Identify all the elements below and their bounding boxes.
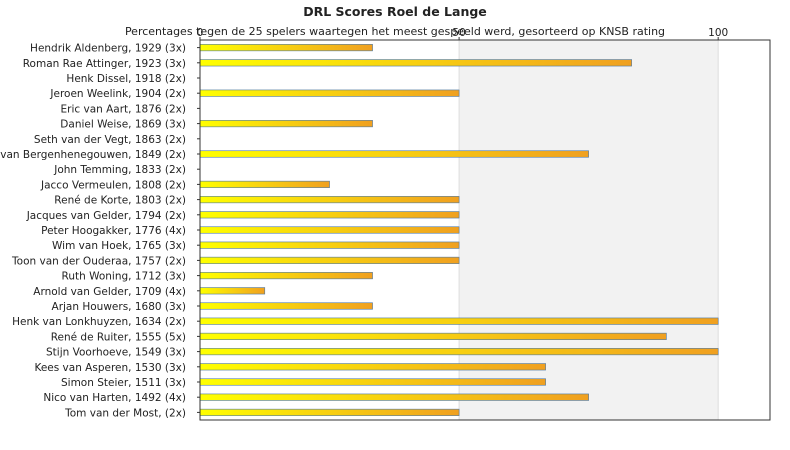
- bar: [199, 226, 460, 234]
- bar: [199, 363, 546, 371]
- bar: [199, 272, 373, 280]
- background-band: [718, 40, 770, 420]
- bar: [199, 287, 266, 295]
- bar: [199, 120, 373, 128]
- category-label: Stijn Voorhoeve, 1549 (3x): [46, 347, 186, 359]
- bar: [199, 317, 719, 325]
- category-label: Arnold van Gelder, 1709 (4x): [33, 286, 186, 298]
- bar: [199, 378, 546, 386]
- category-label: Toon van der Ouderaa, 1757 (2x): [11, 255, 186, 267]
- category-label: Jan van Bergenhenegouwen, 1849 (2x): [0, 149, 186, 161]
- bar: [199, 348, 719, 356]
- x-axis-ticks: 0 50 100: [197, 27, 728, 40]
- category-label: Kees van Asperen, 1530 (3x): [34, 362, 186, 374]
- category-label: Peter Hoogakker, 1776 (4x): [41, 225, 186, 237]
- category-label: Daniel Weise, 1869 (3x): [60, 119, 186, 131]
- category-label: Jacques van Gelder, 1794 (2x): [26, 210, 186, 222]
- tick-label: 0: [197, 27, 204, 39]
- tick-label: 100: [708, 27, 728, 39]
- bar: [199, 150, 589, 158]
- bar: [199, 180, 330, 188]
- category-label: Wim van Hoek, 1765 (3x): [52, 240, 186, 252]
- background-band: [459, 40, 719, 420]
- bar: [199, 196, 460, 204]
- category-label: Jacco Vermeulen, 1808 (2x): [40, 179, 186, 191]
- tick-label: 50: [452, 27, 465, 39]
- chart-title: DRL Scores Roel de Lange: [303, 4, 487, 19]
- bar: [199, 89, 460, 97]
- category-label: Henk van Lonkhuyzen, 1634 (2x): [12, 316, 186, 328]
- background-bands: [200, 40, 770, 420]
- category-label: Tom van der Most, (2x): [64, 407, 186, 419]
- category-label: Ruth Woning, 1712 (3x): [62, 271, 187, 283]
- bar: [199, 256, 460, 264]
- bars: [199, 44, 719, 416]
- bar: [199, 241, 460, 249]
- bar: [199, 59, 632, 67]
- category-label: René de Ruiter, 1555 (5x): [51, 331, 186, 343]
- bar: [199, 332, 667, 340]
- category-label: Hendrik Aldenberg, 1929 (3x): [30, 43, 186, 55]
- bar: [199, 408, 460, 416]
- category-label: Henk Dissel, 1918 (2x): [66, 73, 186, 85]
- category-label: Nico van Harten, 1492 (4x): [43, 392, 186, 404]
- category-label: Eric van Aart, 1876 (2x): [61, 103, 187, 115]
- category-label: John Temming, 1833 (2x): [53, 164, 186, 176]
- bar: [199, 302, 373, 310]
- category-label: Simon Steier, 1511 (3x): [61, 377, 186, 389]
- category-label: Jeroen Weelink, 1904 (2x): [49, 88, 186, 100]
- bar: [199, 211, 460, 219]
- bar: [199, 393, 589, 401]
- category-label: René de Korte, 1803 (2x): [54, 195, 186, 207]
- category-label: Roman Rae Attinger, 1923 (3x): [23, 58, 186, 70]
- category-label: Seth van der Vegt, 1863 (2x): [34, 134, 186, 146]
- chart-subtitle: Percentages tegen de 25 spelers waartege…: [124, 25, 666, 38]
- bar: [199, 44, 373, 52]
- category-label: Arjan Houwers, 1680 (3x): [52, 301, 186, 313]
- category-labels: Hendrik Aldenberg, 1929 (3x) Roman Rae At…: [0, 43, 200, 419]
